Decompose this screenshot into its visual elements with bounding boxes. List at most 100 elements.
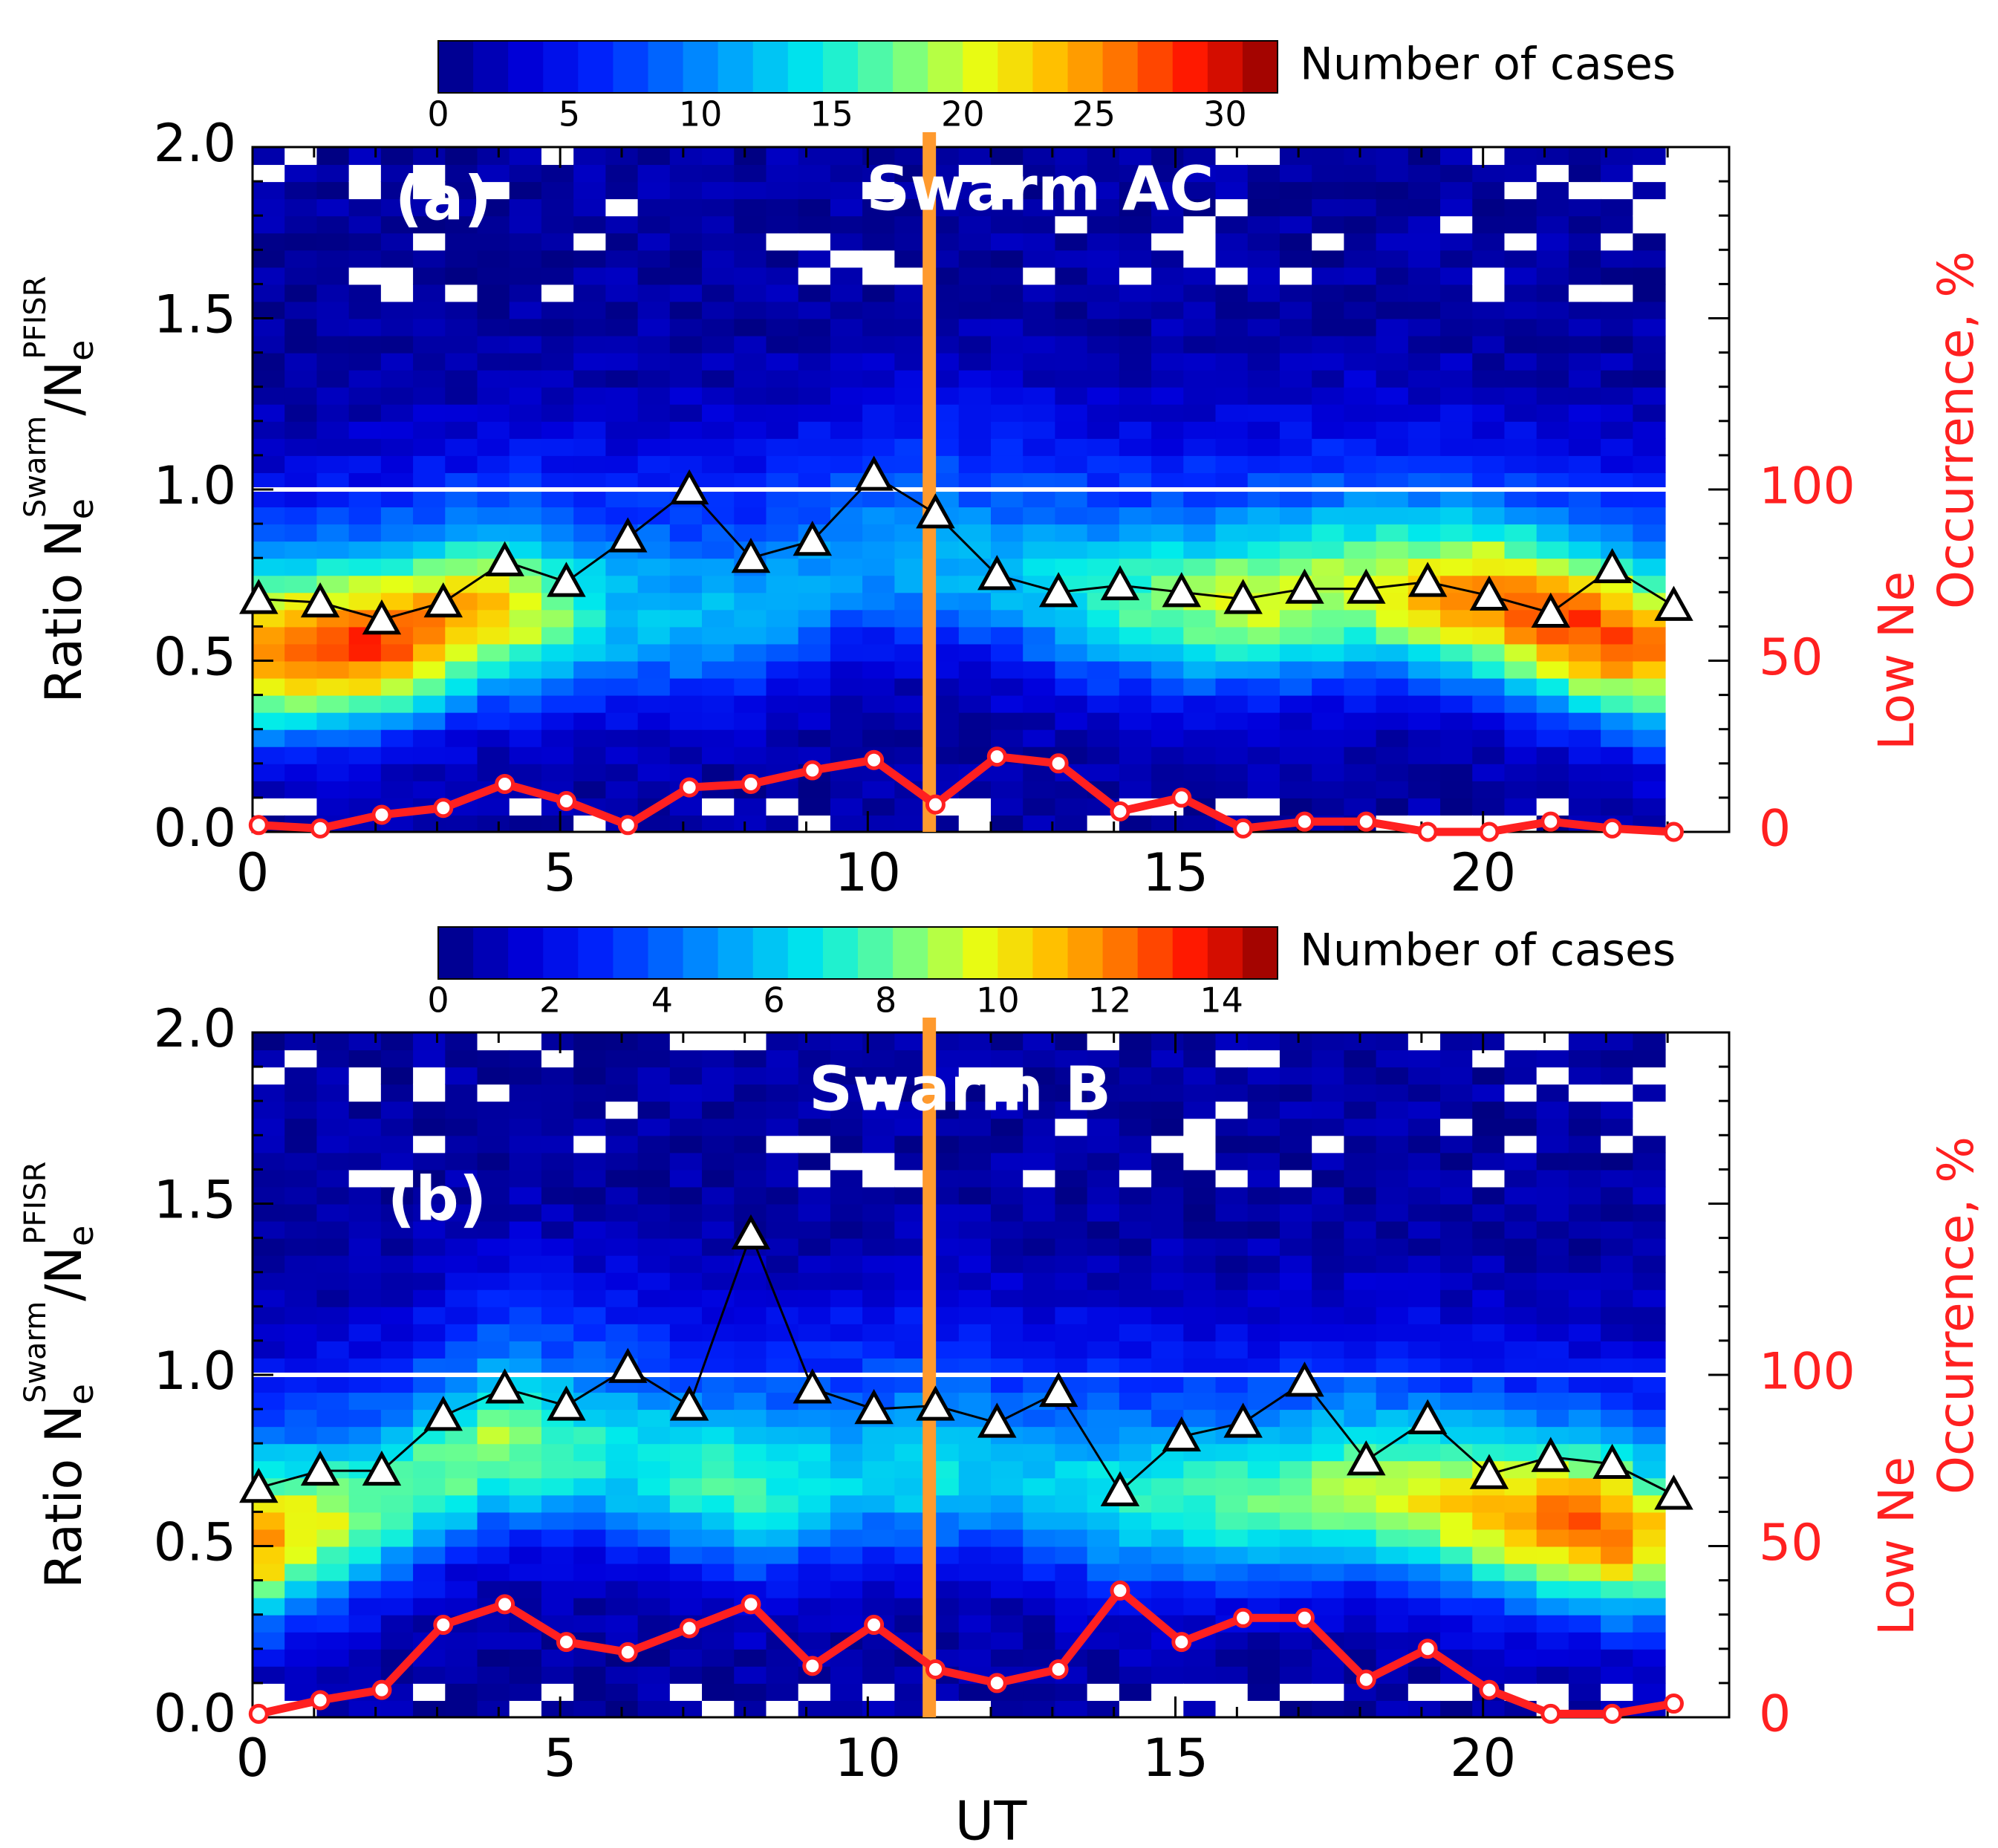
heatmap-cell bbox=[1312, 352, 1345, 371]
heatmap-cell bbox=[509, 1409, 542, 1428]
heatmap-cell bbox=[284, 437, 318, 456]
colorbar-tick-label: 20 bbox=[941, 94, 985, 134]
heatmap-cell bbox=[1536, 1580, 1569, 1598]
heatmap-cell bbox=[1279, 558, 1313, 576]
heatmap-cell bbox=[1601, 507, 1634, 525]
heatmap-cell bbox=[798, 1699, 831, 1717]
heatmap-cell bbox=[1376, 455, 1409, 473]
heatmap-cell bbox=[1601, 1426, 1634, 1445]
heatmap-cell bbox=[1151, 1272, 1185, 1290]
heatmap-cell bbox=[1055, 626, 1088, 645]
heatmap-cell bbox=[702, 1220, 735, 1239]
heatmap-cell bbox=[1312, 729, 1345, 747]
heatmap-cell bbox=[734, 420, 767, 439]
heatmap-cell bbox=[509, 1186, 542, 1205]
heatmap-cell bbox=[1376, 1494, 1409, 1513]
heatmap-cell bbox=[284, 1340, 318, 1359]
heatmap-cell bbox=[1504, 1050, 1537, 1068]
heatmap-cell bbox=[1536, 1392, 1569, 1411]
heatmap-cell bbox=[1376, 1050, 1409, 1068]
heatmap-cell bbox=[1536, 1272, 1569, 1290]
heatmap-cell bbox=[1344, 1340, 1377, 1359]
heatmap-cell bbox=[1633, 1050, 1666, 1068]
heatmap-cell bbox=[605, 1460, 639, 1479]
heatmap-cell bbox=[348, 164, 382, 183]
heatmap-cell bbox=[605, 335, 639, 354]
heatmap-cell bbox=[348, 746, 382, 764]
heatmap-cell bbox=[991, 1169, 1024, 1188]
heatmap-cell bbox=[1279, 694, 1313, 713]
heatmap-cell bbox=[573, 147, 607, 166]
heatmap-cell bbox=[1247, 763, 1281, 781]
heatmap-cell bbox=[445, 1272, 478, 1290]
heatmap-cell bbox=[1408, 181, 1442, 200]
heatmap-cell bbox=[1376, 1101, 1409, 1119]
heatmap-cell bbox=[541, 1426, 575, 1445]
heatmap-cell bbox=[1601, 215, 1634, 234]
heatmap bbox=[253, 147, 1666, 832]
heatmap-cell bbox=[798, 507, 831, 525]
heatmap-cell bbox=[734, 472, 767, 490]
heatmap-cell bbox=[477, 1460, 510, 1479]
heatmap-cell bbox=[605, 1152, 639, 1171]
heatmap-cell bbox=[991, 1631, 1024, 1650]
heatmap-cell bbox=[316, 1050, 350, 1068]
heatmap-cell bbox=[541, 1699, 575, 1717]
heatmap-cell bbox=[798, 592, 831, 611]
heatmap-cell bbox=[509, 1101, 542, 1119]
heatmap-cell bbox=[1504, 541, 1537, 559]
heatmap-cell bbox=[798, 198, 831, 217]
heatmap-cell bbox=[1087, 677, 1120, 696]
heatmap-cell bbox=[1344, 318, 1377, 336]
heatmap-cell bbox=[1440, 797, 1474, 816]
ratio-point bbox=[1100, 565, 1140, 601]
colorbar-segment bbox=[1032, 927, 1068, 979]
heatmap-cell bbox=[991, 1237, 1024, 1256]
heatmap-cell bbox=[605, 1135, 639, 1154]
heatmap-cell bbox=[348, 1255, 382, 1273]
heatmap-cell bbox=[862, 1169, 896, 1188]
heatmap-cell bbox=[958, 181, 992, 200]
heatmap-cell bbox=[637, 1237, 671, 1256]
heatmap-cell bbox=[894, 1340, 928, 1359]
heatmap-cell bbox=[830, 352, 864, 371]
colorbar-frame bbox=[437, 40, 1278, 94]
ratio-point bbox=[239, 579, 279, 614]
heatmap-cell bbox=[958, 267, 992, 285]
heatmap-cell bbox=[958, 1169, 992, 1188]
heatmap-cell bbox=[1568, 558, 1602, 576]
heatmap-cell bbox=[1633, 1443, 1666, 1462]
heatmap-cell bbox=[702, 352, 735, 371]
colorbar-tick-label: 10 bbox=[679, 94, 723, 134]
heatmap-cell bbox=[253, 780, 286, 798]
heatmap-cell bbox=[734, 814, 767, 832]
heatmap-cell bbox=[1601, 198, 1634, 217]
heatmap-cell bbox=[1247, 1237, 1281, 1256]
heatmap-cell bbox=[1119, 1426, 1153, 1445]
x-tick-label: 0 bbox=[236, 1728, 270, 1789]
heatmap-cell bbox=[798, 472, 831, 490]
heatmap-cell bbox=[253, 1409, 286, 1428]
heatmap-cell bbox=[1504, 746, 1537, 764]
heatmap-cell bbox=[1568, 489, 1602, 508]
heatmap-cell bbox=[477, 1152, 510, 1171]
heatmap-cell bbox=[1633, 1512, 1666, 1530]
heatmap-cell bbox=[1536, 1563, 1569, 1581]
heatmap-cell bbox=[1055, 1289, 1088, 1307]
colorbar-tick-label: 2 bbox=[539, 980, 561, 1021]
heatmap-cell bbox=[1151, 1597, 1185, 1616]
heatmap-cell bbox=[1472, 301, 1506, 319]
heatmap-cell bbox=[1601, 250, 1634, 268]
heatmap-cell bbox=[253, 147, 286, 166]
heatmap-cell bbox=[1472, 1340, 1506, 1359]
heatmap-cell bbox=[1408, 284, 1442, 302]
heatmap-cell bbox=[1279, 1665, 1313, 1684]
heatmap-cell bbox=[991, 1255, 1024, 1273]
colorbar-tick-label: 30 bbox=[1203, 94, 1247, 134]
heatmap-cell bbox=[284, 677, 318, 696]
heatmap-cell bbox=[734, 643, 767, 662]
heatmap-cell bbox=[509, 660, 542, 679]
heatmap-cell bbox=[1247, 1529, 1281, 1547]
heatmap-cell bbox=[1215, 472, 1249, 490]
heatmap-cell bbox=[413, 181, 446, 200]
